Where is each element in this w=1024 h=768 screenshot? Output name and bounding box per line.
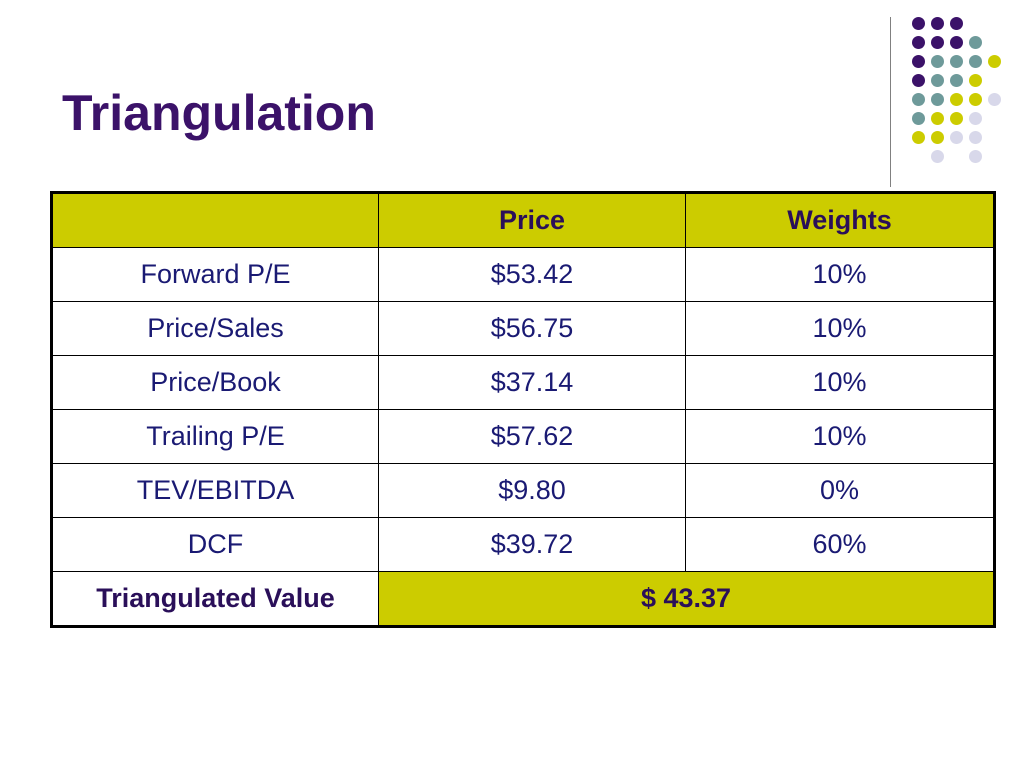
table-row: DCF $39.72 60% [51, 517, 995, 572]
decorative-dot [931, 17, 944, 30]
method-cell: Price/Sales [51, 301, 379, 356]
price-cell: $53.42 [378, 247, 686, 302]
decorative-dot [912, 112, 925, 125]
weight-cell: 10% [685, 247, 995, 302]
decorative-dot [912, 93, 925, 106]
decorative-dot [912, 17, 925, 30]
decorative-dot [988, 55, 1001, 68]
decorative-dot [950, 131, 963, 144]
weight-cell: 10% [685, 355, 995, 410]
valuation-table: Price Weights Forward P/E $53.42 10% Pri… [50, 191, 996, 628]
decorative-dot [969, 55, 982, 68]
decorative-dot [969, 74, 982, 87]
price-cell: $56.75 [378, 301, 686, 356]
price-cell: $39.72 [378, 517, 686, 572]
table-row: TEV/EBITDA $9.80 0% [51, 463, 995, 518]
header-cell-price: Price [378, 192, 686, 248]
method-cell: DCF [51, 517, 379, 572]
total-label: Triangulated Value [51, 571, 379, 627]
decorative-dot [950, 74, 963, 87]
decorative-dot [931, 131, 944, 144]
decorative-dot [931, 112, 944, 125]
decorative-dot [912, 55, 925, 68]
decorative-dot [969, 93, 982, 106]
decorative-dot [931, 93, 944, 106]
decorative-dot [931, 150, 944, 163]
method-cell: Trailing P/E [51, 409, 379, 464]
price-cell: $9.80 [378, 463, 686, 518]
weight-cell: 60% [685, 517, 995, 572]
decorative-dot [969, 112, 982, 125]
decorative-dot [931, 74, 944, 87]
weight-cell: 0% [685, 463, 995, 518]
table-row: Trailing P/E $57.62 10% [51, 409, 995, 464]
decorative-dot [950, 112, 963, 125]
decorative-dot [950, 55, 963, 68]
decorative-dot [912, 131, 925, 144]
table-row: Price/Sales $56.75 10% [51, 301, 995, 356]
weight-cell: 10% [685, 301, 995, 356]
decorative-dot [931, 36, 944, 49]
decorative-dot [950, 36, 963, 49]
header-cell-method [51, 192, 379, 248]
decorative-dot [969, 150, 982, 163]
decorative-dot [912, 74, 925, 87]
decorative-dot [912, 36, 925, 49]
price-cell: $37.14 [378, 355, 686, 410]
decorative-dot [931, 55, 944, 68]
method-cell: TEV/EBITDA [51, 463, 379, 518]
decorative-dot [988, 93, 1001, 106]
decorative-dot [969, 36, 982, 49]
table-header-row: Price Weights [51, 192, 995, 248]
table-row: Price/Book $37.14 10% [51, 355, 995, 410]
total-value: $ 43.37 [378, 571, 995, 627]
header-cell-weights: Weights [685, 192, 995, 248]
method-cell: Price/Book [51, 355, 379, 410]
slide-title: Triangulation [62, 85, 376, 141]
weight-cell: 10% [685, 409, 995, 464]
total-row: Triangulated Value $ 43.37 [51, 571, 995, 627]
decorative-dot [950, 93, 963, 106]
method-cell: Forward P/E [51, 247, 379, 302]
decorative-dot [969, 131, 982, 144]
decorative-divider-line [890, 17, 891, 187]
decorative-dot [950, 17, 963, 30]
decorative-dot-grid [0, 0, 1024, 200]
price-cell: $57.62 [378, 409, 686, 464]
table-row: Forward P/E $53.42 10% [51, 247, 995, 302]
